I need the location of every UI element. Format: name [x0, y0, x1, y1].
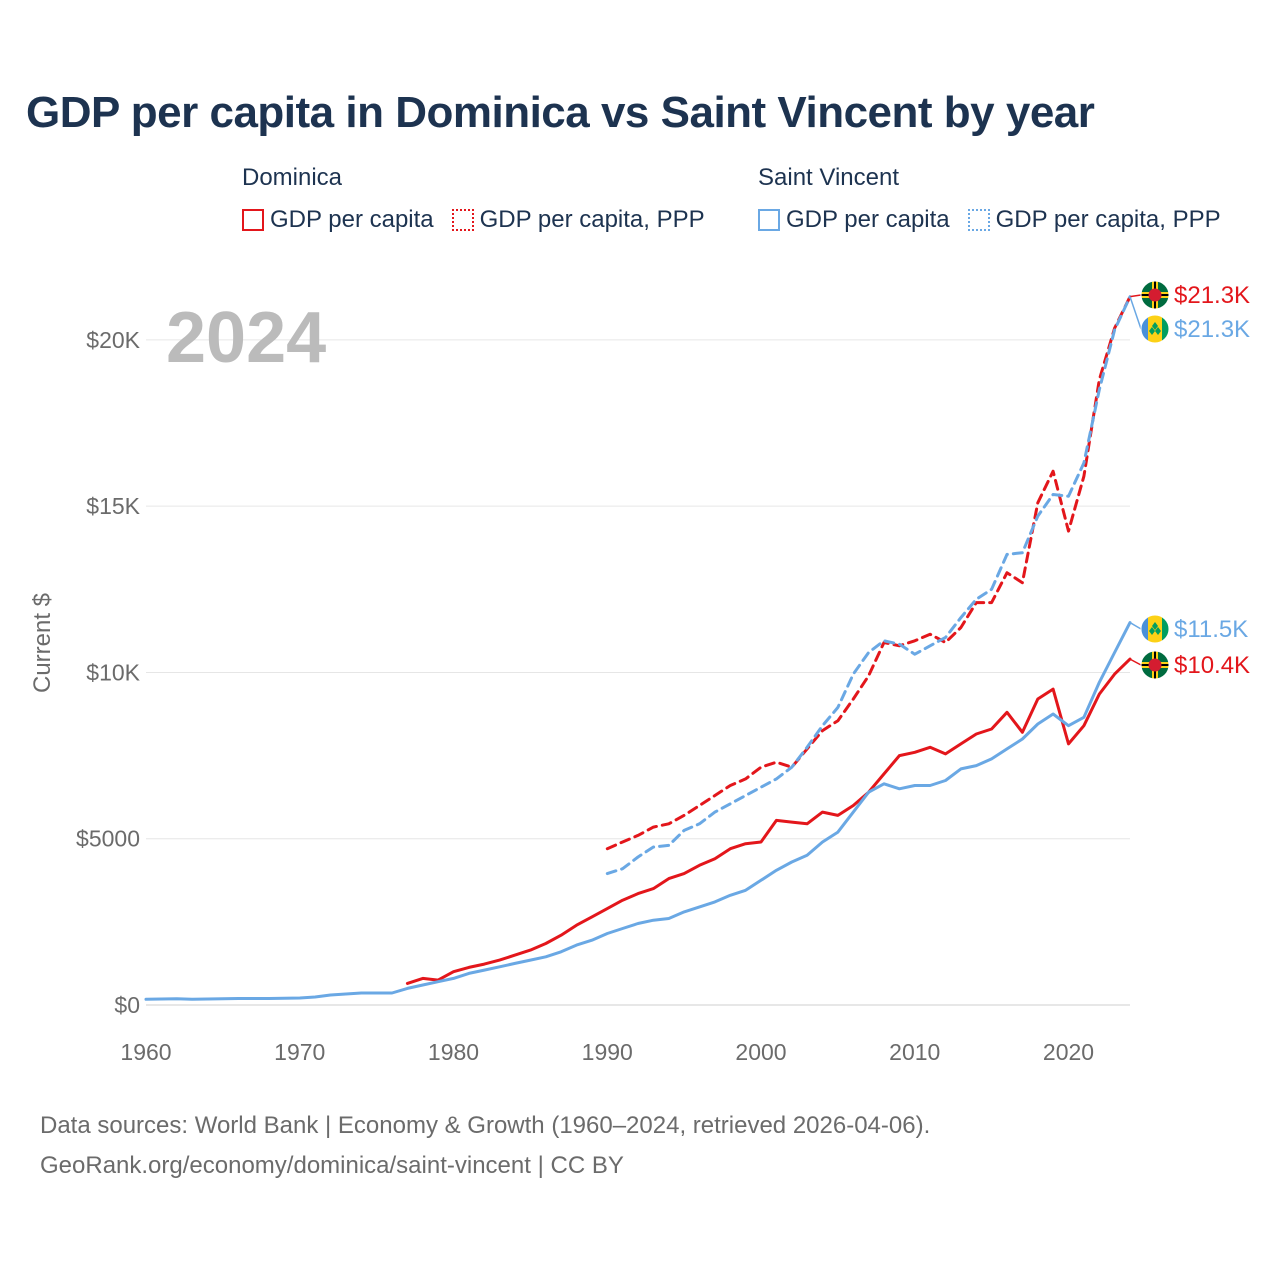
x-axis-ticks: 1960 1970 1980 1990 2000 2010 2020	[120, 1039, 1094, 1065]
end-value-label: $21.3K	[1174, 316, 1250, 343]
line-chart: 2024 $0 $5000 $10K $15K $20K 1960 1970 1980 199…	[29, 280, 1250, 1065]
y-tick-label: $15K	[86, 493, 140, 519]
legend-swatch-dashed-red	[451, 209, 474, 231]
y-tick-label: $0	[114, 992, 140, 1018]
end-value-label: $21.3K	[1174, 282, 1250, 309]
legend-swatch-solid-red	[242, 209, 264, 231]
gridlines	[146, 339, 1130, 1006]
end-label-connector	[1129, 621, 1142, 630]
series-line-saint-vincent-gdp-per-capita[interactable]	[144, 621, 1132, 1001]
x-tick-label: 2000	[735, 1039, 786, 1065]
legend-label: GDP per capita, PPP	[995, 206, 1221, 233]
dominica-flag-icon	[1140, 650, 1170, 680]
legend-swatch-dashed-blue	[967, 209, 990, 231]
footer-sources: Data sources: World Bank | Economy & Gro…	[40, 1112, 931, 1139]
y-tick-label: $20K	[86, 327, 140, 353]
legend-group-saint-vincent: Saint Vincent GDP per capita GDP per cap…	[758, 164, 1221, 234]
series-line-saint-vincent-gdp-per-capita-ppp[interactable]	[605, 295, 1132, 876]
footer-link[interactable]: GeoRank.org/economy/dominica/saint-vince…	[40, 1152, 624, 1179]
x-tick-label: 2010	[889, 1039, 940, 1065]
y-tick-label: $5000	[76, 826, 140, 852]
x-tick-label: 1960	[120, 1039, 171, 1065]
dominica-flag-icon	[1140, 280, 1170, 310]
legend-group-name: Dominica	[242, 164, 343, 191]
y-tick-label: $10K	[86, 659, 140, 685]
legend-item-dominica-gdp[interactable]: GDP per capita	[242, 206, 434, 234]
end-value-label: $10.4K	[1174, 652, 1250, 679]
end-label-connector	[1129, 658, 1142, 666]
legend-item-saint-vincent-gdp-ppp[interactable]: GDP per capita, PPP	[967, 206, 1221, 234]
end-label-connector	[1129, 296, 1142, 330]
end-labels: $21.3K $21.3K $11.5K $10.4K	[1129, 280, 1250, 680]
series-lines	[144, 295, 1132, 1001]
saint-vincent-flag-icon	[1140, 314, 1170, 344]
footer: Data sources: World Bank | Economy & Gro…	[40, 1106, 930, 1186]
legend-group-name: Saint Vincent	[758, 164, 899, 191]
chart-title: GDP per capita in Dominica vs Saint Vinc…	[26, 88, 1095, 137]
legend-group-dominica: Dominica GDP per capita GDP per capita, …	[242, 164, 705, 234]
series-line-dominica-gdp-per-capita[interactable]	[405, 657, 1132, 985]
legend-swatch-solid-blue	[758, 209, 780, 231]
legend-label: GDP per capita	[786, 206, 950, 233]
series-line-dominica-gdp-per-capita-ppp[interactable]	[605, 295, 1132, 851]
x-tick-label: 2020	[1043, 1039, 1094, 1065]
y-axis-label: Current $	[29, 593, 56, 693]
y-axis-ticks: $0 $5000 $10K $15K $20K	[76, 327, 141, 1018]
x-tick-label: 1980	[428, 1039, 479, 1065]
x-tick-label: 1970	[274, 1039, 325, 1065]
end-label-connector	[1129, 294, 1142, 298]
end-value-label: $11.5K	[1174, 616, 1248, 643]
x-tick-label: 1990	[582, 1039, 633, 1065]
saint-vincent-flag-icon	[1140, 614, 1170, 644]
year-watermark: 2024	[166, 298, 326, 378]
legend-label: GDP per capita, PPP	[479, 206, 705, 233]
legend-item-saint-vincent-gdp[interactable]: GDP per capita	[758, 206, 950, 234]
legend-label: GDP per capita	[270, 206, 434, 233]
legend-item-dominica-gdp-ppp[interactable]: GDP per capita, PPP	[451, 206, 705, 234]
